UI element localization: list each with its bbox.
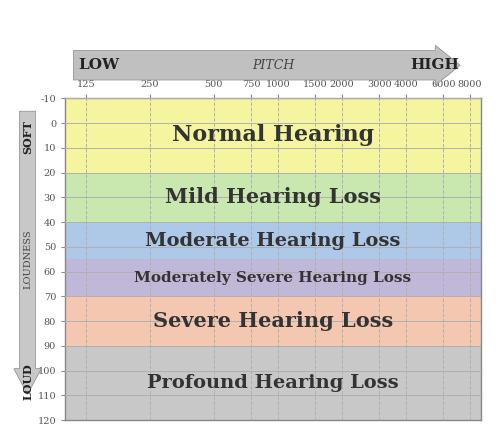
Text: LOW: LOW xyxy=(78,58,119,72)
Text: HIGH: HIGH xyxy=(411,58,459,72)
Text: SOFT: SOFT xyxy=(22,120,33,154)
Bar xyxy=(65,296,481,346)
Text: Mild Hearing Loss: Mild Hearing Loss xyxy=(165,187,381,207)
Text: Moderately Severe Hearing Loss: Moderately Severe Hearing Loss xyxy=(134,271,412,285)
Text: Normal Hearing: Normal Hearing xyxy=(172,124,374,147)
Bar xyxy=(65,222,481,259)
Text: Severe Hearing Loss: Severe Hearing Loss xyxy=(153,311,393,331)
Text: Moderate Hearing Loss: Moderate Hearing Loss xyxy=(145,232,401,250)
FancyArrow shape xyxy=(14,111,41,394)
Bar xyxy=(65,259,481,296)
FancyArrow shape xyxy=(74,45,460,85)
Bar xyxy=(65,98,481,173)
Bar xyxy=(65,173,481,222)
Text: LOUDNESS: LOUDNESS xyxy=(23,229,32,289)
Text: Profound Hearing Loss: Profound Hearing Loss xyxy=(147,374,399,392)
Bar xyxy=(65,346,481,420)
Text: LOUD: LOUD xyxy=(22,363,33,400)
Text: PITCH: PITCH xyxy=(252,59,294,72)
